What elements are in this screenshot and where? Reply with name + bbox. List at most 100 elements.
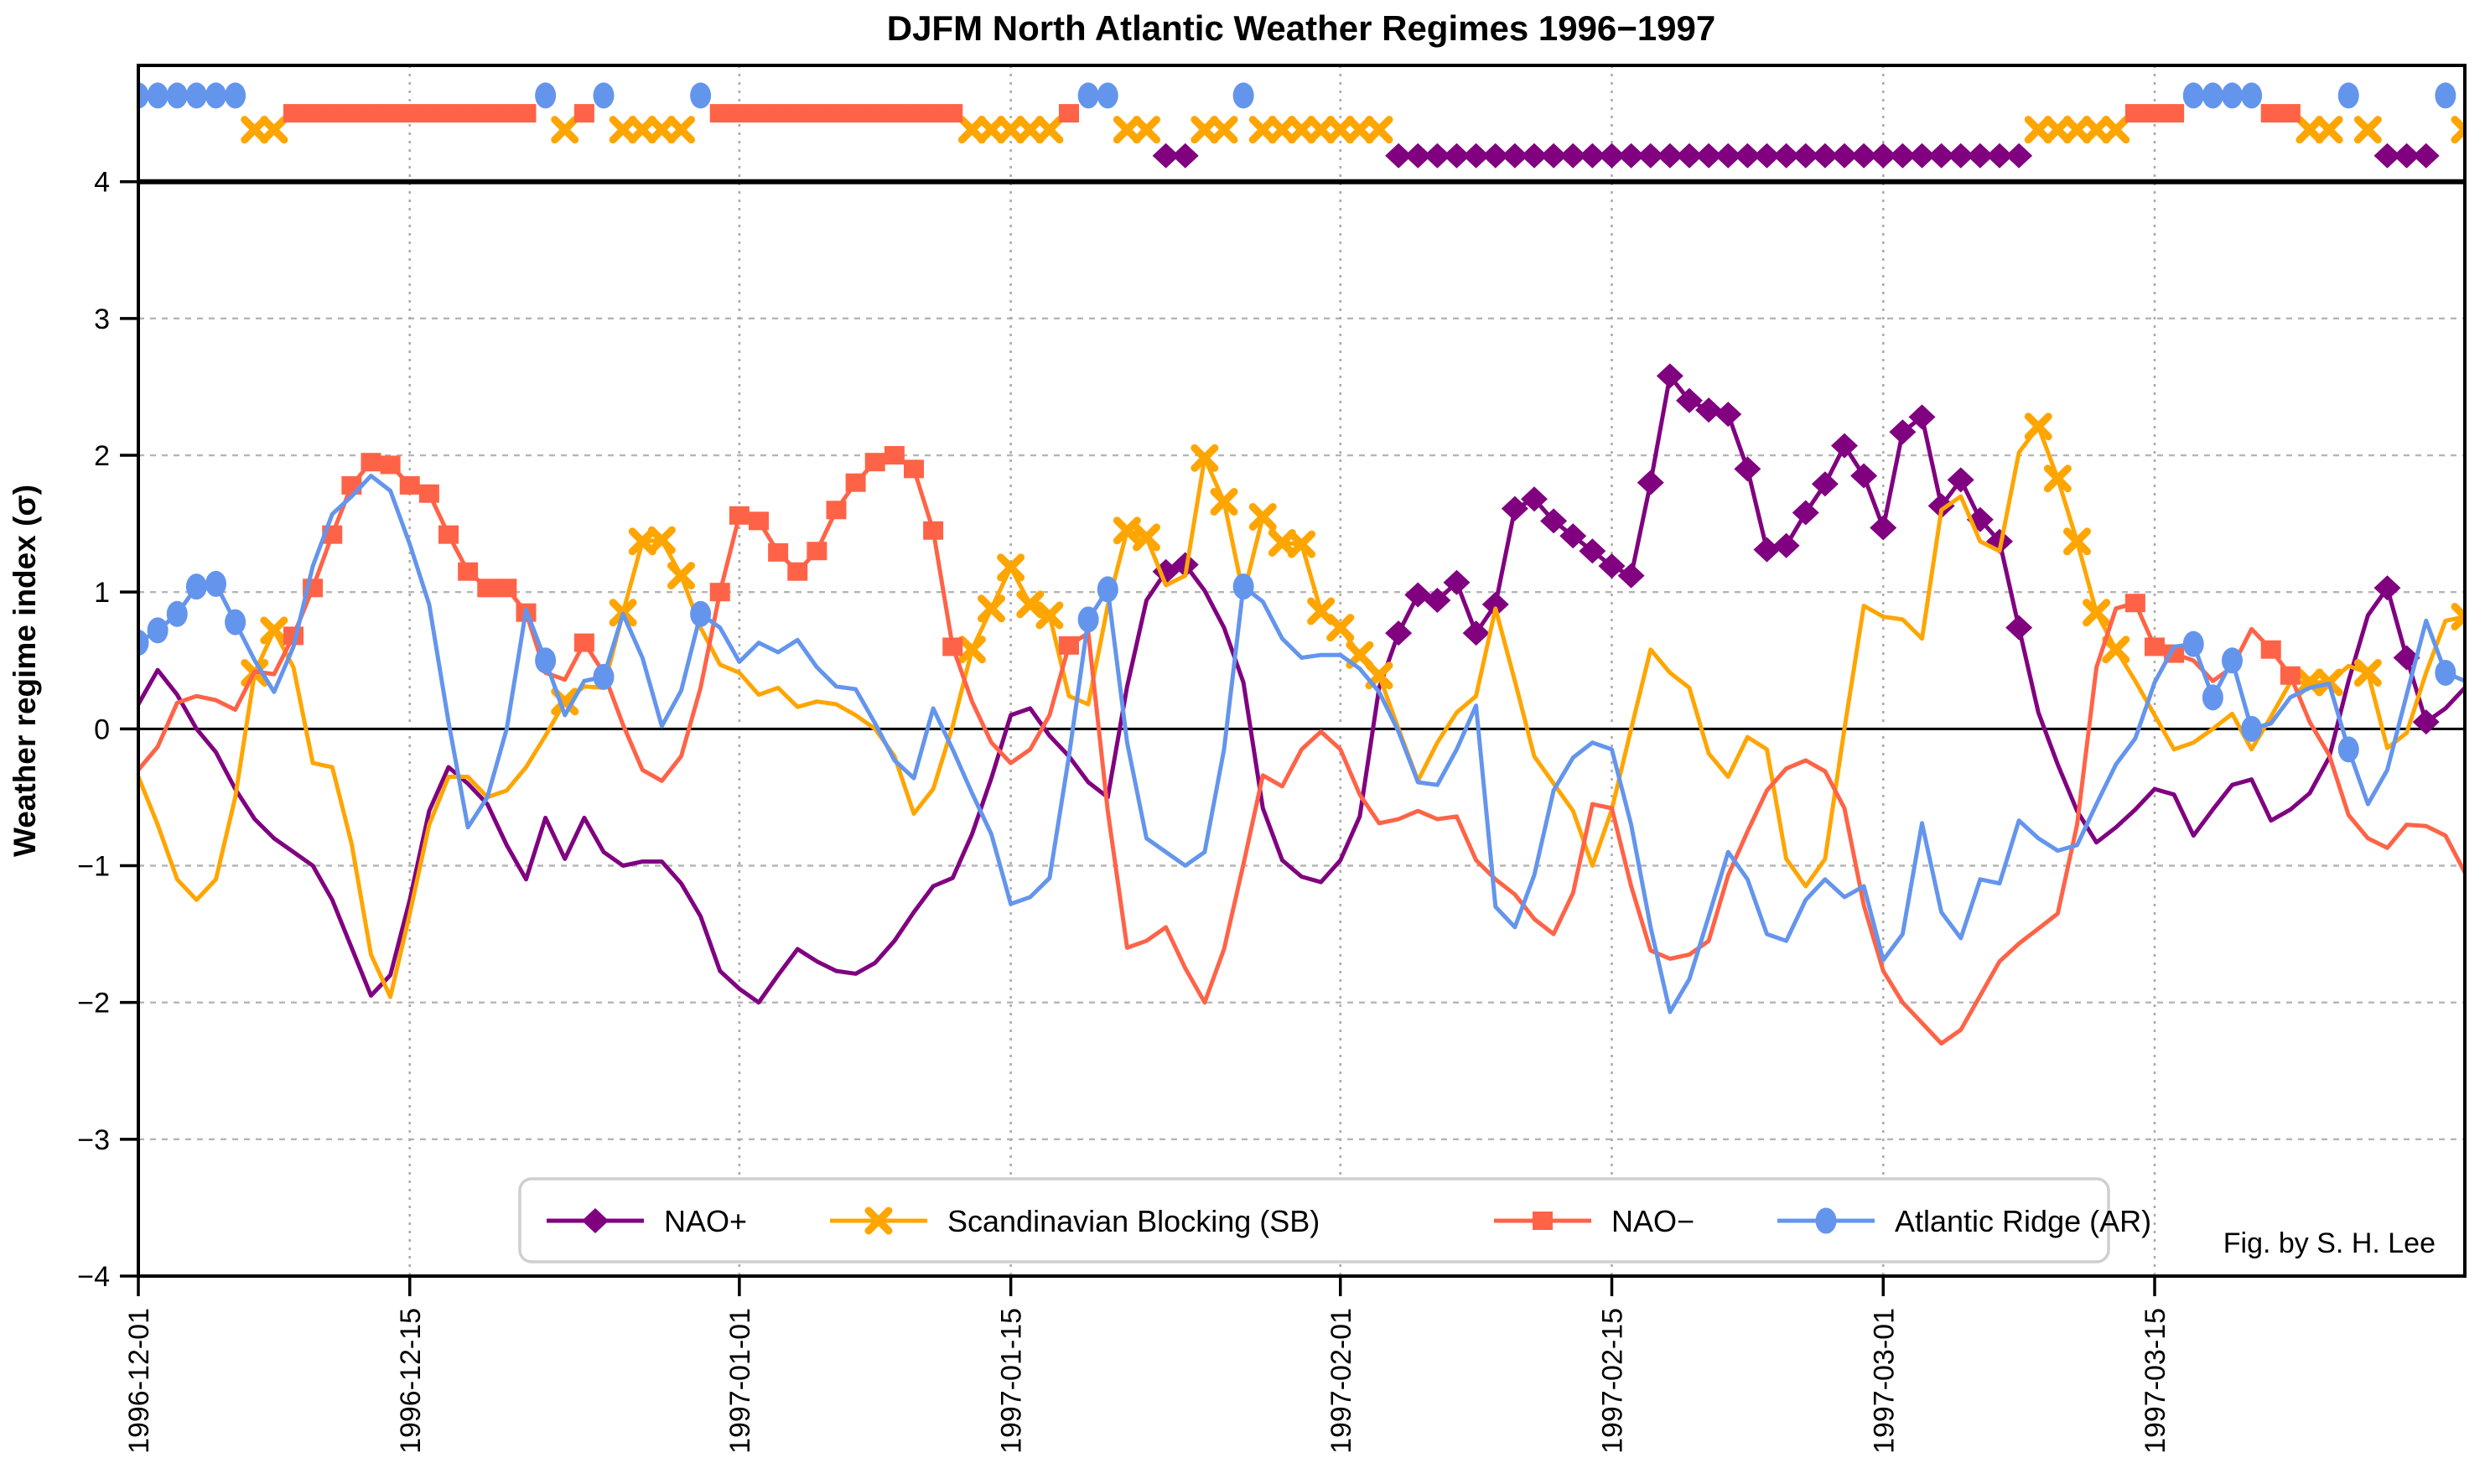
marker-NAO+ [1870,515,1897,541]
series-line-AR [138,474,2465,1014]
strip-marker-NAO+ [1870,143,1897,169]
strip-marker-AR [225,82,246,109]
marker-NAO- [2124,594,2145,613]
strip-marker-NAO- [749,104,769,123]
marker-NAO+ [1424,587,1451,613]
marker-NAO+ [1831,433,1858,459]
strip-marker-SB [2063,116,2091,144]
marker-NAO+ [1947,467,1974,493]
chart-title: DJFM North Atlantic Weather Regimes 1996… [887,8,1716,48]
marker-AR [166,600,188,627]
marker-AR [2241,715,2263,742]
strip-marker-NAO+ [1772,143,1800,169]
marker-NAO- [438,525,459,544]
marker-NAO- [477,579,498,598]
marker-NAO- [923,521,944,540]
series-SB [138,116,2465,999]
strip-marker-NAO- [380,104,401,123]
legend-box [518,1177,2110,1263]
strip-marker-NAO- [361,104,381,123]
marker-NAO- [380,455,401,475]
marker-NAO- [2260,640,2281,659]
strip-marker-NAO- [923,104,944,123]
marker-SB [260,616,288,645]
data-series [138,82,2465,1046]
legend-label: Atlantic Ridge (AR) [1895,1204,2151,1238]
strip-marker-NAO- [884,104,905,123]
legend: NAO+ Scandinavian Blocking (SB) NAO− Atlant… [518,1177,2151,1263]
x-tick-label: 1996-12-15 [395,1308,427,1454]
strip-marker-SB [628,116,656,144]
marker-NAO- [768,542,789,562]
marker-SB [1016,590,1045,619]
marker-NAO- [399,475,420,495]
y-tick-label: 1 [94,577,110,609]
strip-marker-NAO+ [1481,143,1509,169]
marker-SB [1288,530,1315,558]
legend-item-NAO-: NAO− [1494,1204,1694,1238]
strip-marker-SB [1191,116,1219,144]
marker-NAO+ [1481,591,1509,617]
strip-marker-AR [2435,82,2456,109]
plot-frame [137,64,2467,1278]
marker-NAO+ [1579,538,1606,564]
y-tick-label: 4 [94,167,110,199]
marker-AR [2182,630,2204,657]
x-tick-label: 1997-02-15 [1597,1308,1629,1454]
strip-marker-NAO- [418,104,439,123]
marker-SB [1191,444,1219,472]
marker-AR [690,600,712,627]
strip-marker-NAO+ [1637,143,1664,169]
marker-NAO+ [1753,537,1781,563]
series-NAO+ [138,143,2465,1005]
marker-SB [2083,599,2111,627]
marker-NAO+ [1521,486,1548,512]
strip-marker-SB [1248,116,1277,144]
marker-NAO+ [1927,493,1955,519]
series-line-SB [138,424,2465,999]
strip-marker-NAO+ [1579,143,1606,169]
reference-lines [138,179,2465,730]
strip-marker-SB [2043,116,2072,144]
strip-marker-NAO- [787,104,808,123]
marker-NAO+ [1443,569,1471,595]
marker-NAO+ [2373,575,2401,601]
strip-marker-AR [593,82,615,109]
strip-marker-AR [1097,82,1118,109]
marker-AR [593,663,615,690]
strip-marker-NAO+ [1753,143,1781,169]
marker-SB [2024,413,2052,441]
strip-marker-NAO+ [1540,143,1568,169]
series-NAO- [138,104,2465,1046]
strip-marker-NAO+ [1171,143,1199,169]
legend-diamond-icon [582,1208,609,1233]
strip-marker-SB [609,116,637,144]
strip-marker-AR [2222,82,2243,109]
strip-marker-NAO- [458,104,479,123]
strip-marker-AR [138,82,149,109]
strip-marker-AR [1232,82,1254,109]
marker-NAO- [1059,636,1079,655]
legend-circle-icon [1815,1207,1837,1234]
x-tick-label: 1997-01-15 [996,1308,1028,1454]
x-tick-label: 1997-03-15 [2140,1308,2171,1454]
marker-NAO+ [1850,463,1878,489]
strip-marker-NAO- [399,104,420,123]
strip-marker-NAO- [438,104,459,123]
marker-NAO- [2145,637,2165,656]
marker-SB [1210,487,1238,516]
marker-AR [2202,684,2223,711]
y-tick-label: 3 [94,304,110,335]
marker-AR [138,630,149,656]
strip-marker-SB [667,116,695,144]
marker-NAO+ [2005,615,2033,641]
marker-SB [2102,636,2130,664]
y-tick-label: −1 [77,851,110,883]
x-tick-label: 1997-01-01 [724,1308,756,1454]
strip-marker-NAO+ [1443,143,1471,169]
marker-NAO- [787,562,808,581]
marker-NAO+ [1598,553,1626,579]
strip-marker-NAO+ [1598,143,1626,169]
marker-NAO+ [1908,404,1936,430]
strip-marker-SB [2353,116,2382,144]
